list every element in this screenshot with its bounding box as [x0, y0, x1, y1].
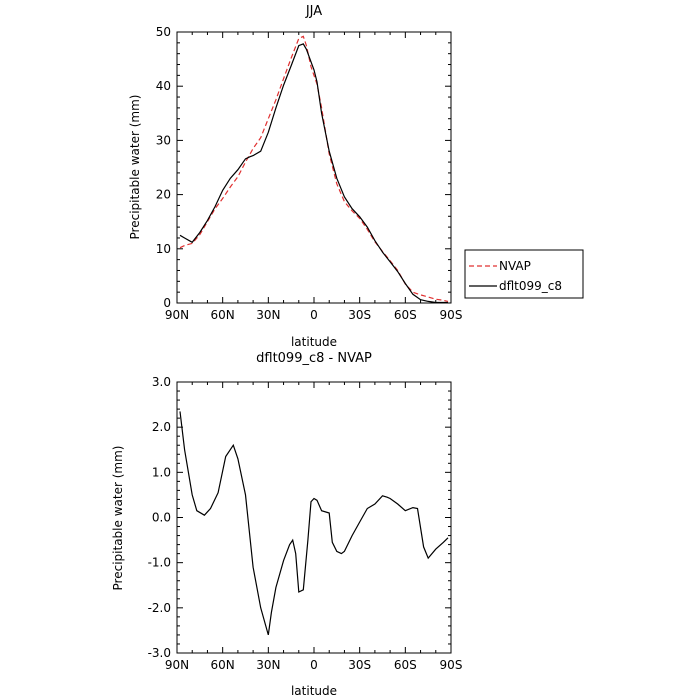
- y-axis-label: Precipitable water (mm): [128, 95, 142, 240]
- series-line-difference: [179, 411, 449, 636]
- series-line-dflt099-c8: [179, 43, 448, 304]
- y-tick-label: 1.0: [152, 465, 171, 479]
- x-axis-label: latitude: [291, 684, 337, 698]
- x-axis-label: latitude: [291, 335, 337, 349]
- plot-frame: [176, 381, 452, 654]
- x-tick-label: 60N: [211, 308, 235, 322]
- legend-box: [464, 249, 584, 299]
- x-tick-label: 60S: [394, 308, 417, 322]
- legend-label: NVAP: [499, 259, 531, 273]
- y-tick-label: 40: [156, 79, 171, 93]
- chart-jja: JJA latitude Precipitable water (mm) 90N…: [128, 4, 584, 349]
- x-tick-label: 0: [310, 308, 318, 322]
- legend-label: dflt099_c8: [499, 279, 562, 293]
- x-tick-label: 30S: [348, 308, 371, 322]
- y-tick-label: 0: [163, 296, 171, 310]
- x-tick-label: 30N: [256, 658, 280, 672]
- x-tick-label: 90S: [440, 658, 463, 672]
- y-tick-label: 50: [156, 25, 171, 39]
- y-tick-label: 2.0: [152, 420, 171, 434]
- chart-difference: dflt099_c8 - NVAP latitude Precipitable …: [111, 351, 462, 698]
- x-tick-label: 90N: [165, 308, 189, 322]
- y-tick-label: -2.0: [148, 601, 171, 615]
- plot-frame: [176, 31, 452, 304]
- series-line-nvap: [179, 35, 449, 302]
- y-tick-label: -3.0: [148, 646, 171, 660]
- chart-title: JJA: [305, 4, 322, 19]
- y-tick-label: 20: [156, 188, 171, 202]
- y-axis-label: Precipitable water (mm): [111, 446, 125, 591]
- x-tick-label: 30N: [256, 308, 280, 322]
- x-tick-label: 90S: [440, 308, 463, 322]
- x-tick-label: 60N: [211, 658, 235, 672]
- x-tick-label: 30S: [348, 658, 371, 672]
- y-tick-label: -1.0: [148, 556, 171, 570]
- y-tick-label: 0.0: [152, 511, 171, 525]
- y-tick-label: 30: [156, 133, 171, 147]
- legend: NVAP dflt099_c8: [464, 249, 584, 299]
- x-tick-label: 0: [310, 658, 318, 672]
- y-tick-label: 10: [156, 242, 171, 256]
- x-tick-label: 60S: [394, 658, 417, 672]
- chart-title: dflt099_c8 - NVAP: [256, 351, 372, 366]
- x-tick-label: 90N: [165, 658, 189, 672]
- y-tick-label: 3.0: [152, 375, 171, 389]
